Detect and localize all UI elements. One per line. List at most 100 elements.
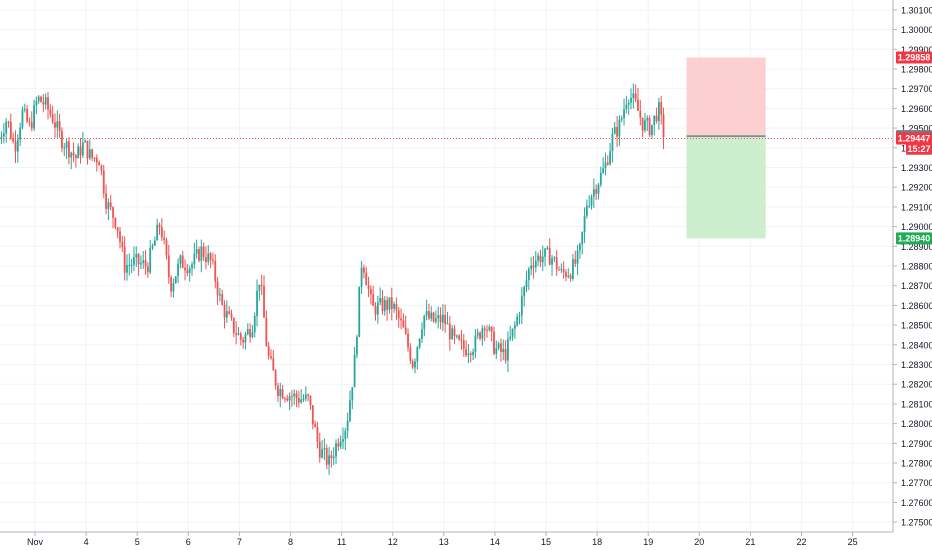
candle-body	[253, 315, 256, 333]
candle-body	[102, 170, 105, 194]
time-tick-label: 18	[592, 537, 602, 547]
candle-body	[258, 284, 261, 291]
candle-body	[425, 311, 428, 316]
price-label-text: 1.29858	[898, 53, 931, 63]
candle-body	[167, 255, 170, 278]
candle-body	[558, 269, 560, 271]
candle-body	[523, 287, 526, 297]
price-tick-label: 1.28700	[901, 281, 932, 291]
time-tick-label: 5	[135, 537, 140, 547]
candle-body	[395, 304, 398, 311]
candle-body	[133, 257, 135, 265]
candle-body	[462, 340, 465, 349]
candle-body	[458, 335, 461, 340]
candle-body	[388, 297, 391, 310]
candle-body	[397, 310, 400, 319]
candle-body	[634, 93, 637, 100]
candle-body	[346, 421, 349, 431]
time-axis[interactable]: Nov 4 5 6 7 8 11 12 13 14 15 18 19 20 21 22 25	[27, 532, 858, 547]
candle-body	[286, 398, 289, 401]
candle-body	[374, 306, 377, 315]
candle-body	[637, 99, 639, 111]
candle-body	[332, 456, 335, 459]
time-tick-label: 15	[541, 537, 551, 547]
candle-body	[44, 97, 47, 105]
stop-loss-zone[interactable]	[686, 57, 766, 137]
candle-body	[362, 267, 365, 273]
price-tick-label: 1.28800	[901, 262, 932, 272]
candle-body	[641, 117, 644, 131]
candle-body	[28, 121, 31, 123]
candle-body	[500, 343, 502, 353]
candle-body	[360, 267, 363, 287]
candle-body	[441, 314, 444, 323]
candle-body	[609, 151, 612, 165]
candle-body	[314, 424, 317, 428]
price-label-text: 1.28940	[898, 234, 931, 244]
price-tick-label: 1.29700	[901, 84, 932, 94]
time-tick-label: 22	[796, 537, 806, 547]
candle-body	[107, 202, 110, 209]
candle-body	[525, 280, 528, 288]
candle-body	[465, 348, 467, 356]
candle-body	[295, 393, 298, 399]
candle-body	[119, 231, 121, 243]
price-label-box	[896, 51, 932, 64]
candle-body	[597, 184, 600, 194]
candle-body	[140, 263, 142, 265]
time-tick-label: 20	[694, 537, 704, 547]
candle-body	[325, 447, 328, 465]
candle-body	[214, 260, 217, 282]
candle-body	[158, 224, 161, 227]
candle-body	[179, 255, 182, 264]
price-candles	[0, 83, 665, 475]
candle-body	[446, 323, 449, 325]
candle-body	[648, 118, 651, 136]
candle-body	[432, 312, 435, 322]
candle-body	[651, 124, 653, 136]
candle-body	[116, 227, 119, 232]
price-tick-label: 1.28600	[901, 301, 932, 311]
candle-body	[548, 247, 551, 265]
candle-body	[409, 347, 412, 362]
position-zones[interactable]	[686, 57, 766, 239]
candle-body	[472, 352, 474, 356]
candle-body	[232, 317, 235, 333]
candle-body	[476, 332, 479, 336]
candle-body	[460, 339, 463, 341]
candle-body	[627, 102, 630, 105]
candle-body	[351, 387, 354, 401]
take-profit-zone[interactable]	[686, 136, 766, 239]
price-tick-label: 1.28500	[901, 321, 932, 331]
candle-body	[625, 104, 628, 110]
candle-body	[16, 139, 19, 152]
grid-lines	[0, 0, 893, 532]
candle-body	[186, 270, 189, 274]
candle-body	[337, 443, 340, 447]
candle-body	[321, 449, 323, 458]
candle-body	[516, 316, 519, 326]
candle-body	[12, 138, 15, 142]
candle-body	[474, 335, 477, 353]
price-tick-label: 1.29800	[901, 64, 932, 74]
candle-body	[249, 329, 251, 338]
candle-body	[79, 146, 82, 156]
candle-body	[207, 253, 210, 262]
candle-body	[163, 237, 166, 240]
candle-body	[490, 327, 493, 332]
candle-body	[130, 264, 133, 266]
time-tick-label: 25	[848, 537, 858, 547]
candle-body	[42, 102, 45, 105]
candle-body	[100, 165, 103, 171]
candle-body	[565, 272, 567, 277]
candle-body	[284, 398, 286, 400]
candle-body	[212, 259, 214, 261]
candle-body	[579, 243, 581, 251]
candle-body	[602, 168, 605, 173]
candle-body	[267, 346, 270, 357]
candle-body	[414, 361, 416, 368]
price-label-box	[896, 232, 932, 245]
candle-body	[430, 312, 433, 319]
candle-body	[256, 290, 258, 316]
